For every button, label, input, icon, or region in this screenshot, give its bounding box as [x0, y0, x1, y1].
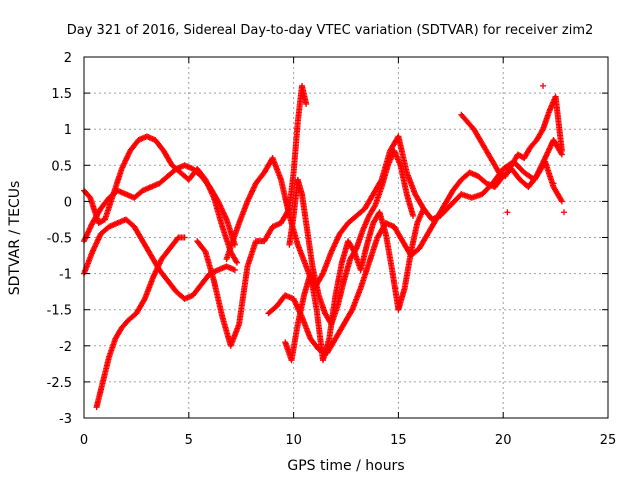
y-tick-label: -3	[59, 412, 72, 427]
y-tick-label: -1	[59, 268, 72, 283]
data-point	[231, 266, 238, 273]
data-point	[181, 234, 188, 241]
chart-title: Day 321 of 2016, Sidereal Day-to-day VTE…	[67, 23, 594, 38]
y-tick-label: 0	[64, 195, 72, 210]
y-tick-label: -1.5	[47, 304, 72, 319]
data-point	[558, 198, 565, 205]
data-point-outlier	[550, 180, 557, 187]
y-tick-label: 1	[64, 123, 72, 138]
data-point	[319, 271, 326, 278]
x-axis-label: GPS time / hours	[287, 458, 404, 474]
y-tick-label: -2	[59, 340, 72, 355]
data-point	[348, 308, 355, 315]
data-point-outlier	[504, 209, 511, 216]
data-point-outlier	[560, 209, 567, 216]
data-point	[303, 100, 310, 107]
y-tick-label: 2	[64, 51, 72, 66]
y-tick-label: 0.5	[51, 159, 72, 174]
y-tick-label: 1.5	[51, 87, 72, 102]
x-tick-label: 5	[185, 433, 193, 448]
y-tick-label: -0.5	[47, 232, 72, 247]
y-tick-labels: -3 -2.5 -2 -1.5 -1 -0.5 0 0.5 1 1.5 2	[47, 51, 72, 427]
data-point	[420, 205, 427, 212]
x-tick-label: 25	[600, 433, 617, 448]
grid-lines	[84, 57, 608, 418]
data-point	[558, 197, 565, 204]
data-point	[141, 297, 148, 304]
y-axis-label: SDTVAR / TECUs	[7, 181, 23, 296]
x-tick-label: 0	[80, 433, 88, 448]
data-point	[410, 212, 417, 219]
x-tick-labels: 0 5 10 15 20 25	[80, 433, 616, 448]
data-point	[558, 147, 565, 154]
data-point	[234, 259, 241, 266]
y-tick-label: -2.5	[47, 376, 72, 391]
x-tick-label: 15	[390, 433, 407, 448]
x-tick-label: 20	[495, 433, 512, 448]
x-tick-label: 10	[285, 433, 302, 448]
data-points	[81, 82, 567, 411]
data-point-outlier	[540, 82, 547, 89]
axis-ticks	[83, 56, 609, 419]
